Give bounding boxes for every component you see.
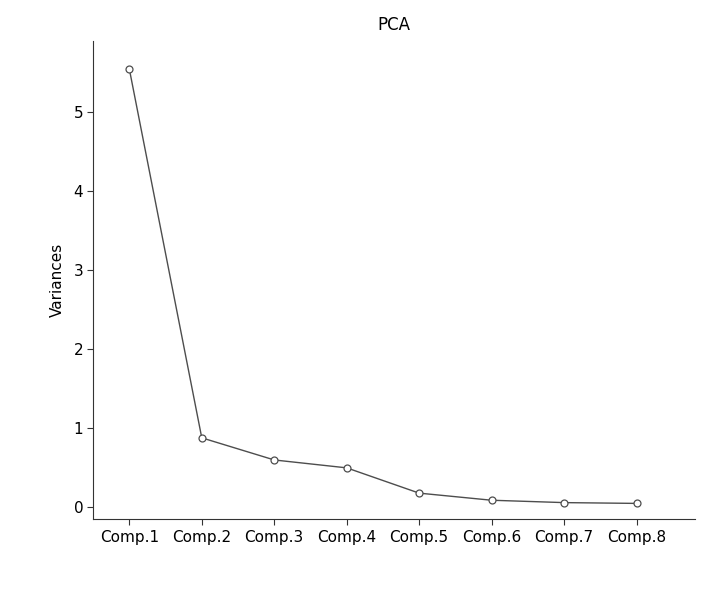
Y-axis label: Variances: Variances [50, 243, 65, 317]
Title: PCA: PCA [377, 16, 410, 34]
